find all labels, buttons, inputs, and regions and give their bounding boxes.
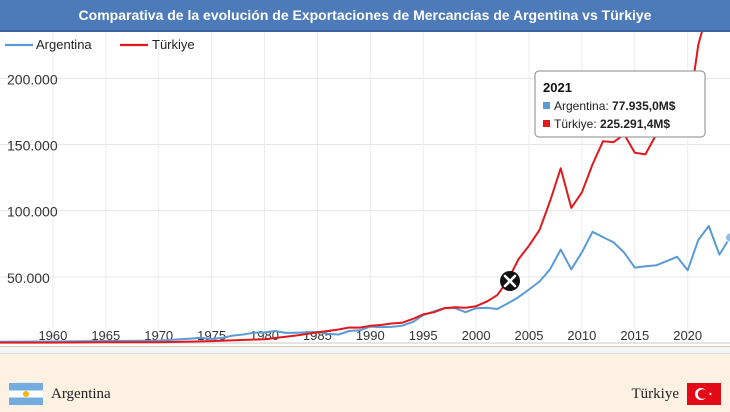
legend-label[interactable]: Argentina bbox=[36, 37, 92, 52]
chart-title-bar: Comparativa de la evolución de Exportaci… bbox=[0, 0, 730, 32]
country-right-label: Türkiye bbox=[632, 386, 679, 403]
tooltip-year: 2021 bbox=[543, 80, 572, 95]
argentina-flag-icon bbox=[9, 383, 43, 405]
y-tick-label: 150.000 bbox=[7, 137, 58, 153]
x-tick-label: 2005 bbox=[515, 328, 544, 343]
tooltip-row: Argentina: 77.935,0M$ bbox=[554, 99, 676, 113]
footer-separator bbox=[0, 347, 730, 354]
close-button[interactable] bbox=[500, 271, 520, 291]
legend-label[interactable]: Türkiye bbox=[152, 37, 195, 52]
turkiye-flag-icon bbox=[687, 383, 721, 405]
x-tick-label: 2015 bbox=[620, 328, 649, 343]
x-tick-label: 1995 bbox=[409, 328, 438, 343]
y-axis: 50.000 100.000 150.000 200.000 bbox=[7, 71, 58, 286]
tooltip-swatch bbox=[543, 102, 550, 109]
tooltip-swatch bbox=[543, 120, 550, 127]
chart-tooltip: 2021 Argentina: 77.935,0M$ Türkiye: 225.29… bbox=[535, 71, 705, 137]
y-tick-label: 50.000 bbox=[7, 270, 50, 286]
comparison-footer: Argentina Türkiye bbox=[0, 346, 730, 412]
x-tick-label: 2020 bbox=[673, 328, 702, 343]
country-right[interactable]: Türkiye bbox=[632, 383, 721, 405]
series-line-argentina bbox=[0, 226, 730, 342]
series-marker-argentina bbox=[726, 233, 730, 242]
x-tick-label: 2010 bbox=[567, 328, 596, 343]
country-left[interactable]: Argentina bbox=[9, 383, 111, 405]
x-tick-label: 2000 bbox=[462, 328, 491, 343]
y-tick-label: 200.000 bbox=[7, 71, 58, 87]
tooltip-row: Türkiye: 225.291,4M$ bbox=[554, 117, 670, 131]
chart-legend[interactable]: Argentina Türkiye bbox=[5, 37, 195, 52]
country-left-label: Argentina bbox=[51, 386, 111, 403]
chart-title: Comparativa de la evolución de Exportaci… bbox=[0, 0, 730, 30]
y-tick-label: 100.000 bbox=[7, 204, 58, 220]
